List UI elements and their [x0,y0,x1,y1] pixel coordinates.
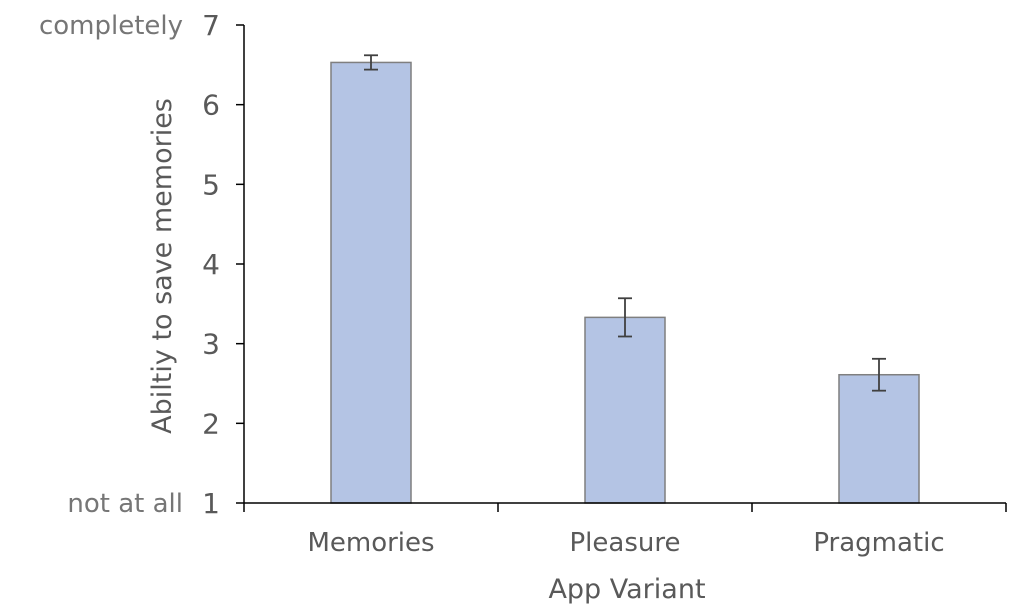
y-tick-label-5: 5 [202,168,220,201]
error-bar-memories [364,54,378,71]
y-tick-label-7: 7 [202,9,220,42]
y-axis-title: Abiltiy to save memories [147,98,178,434]
y-tick-label-1: 1 [202,487,220,520]
y-tick-label-6: 6 [202,89,220,122]
bar-memories [330,61,412,504]
bars [330,61,920,504]
x-category-label-pleasure: Pleasure [570,528,681,558]
y-anchor-top-label: completely [39,11,183,41]
bar-pleasure [584,316,666,504]
error-bar-pragmatic [872,357,886,392]
x-axis-ticks [243,503,1007,512]
y-tick-label-4: 4 [202,248,220,281]
x-category-labels: Memories Pleasure Pragmatic [307,528,944,558]
y-tick-label-3: 3 [202,328,220,361]
y-axis-ticks: 1 2 3 4 5 6 7 [202,9,244,520]
x-axis-title: App Variant [548,574,705,605]
error-bar-pleasure [618,297,632,338]
y-tick-label-2: 2 [202,407,220,440]
bar-pragmatic [838,373,920,504]
x-category-label-memories: Memories [307,528,434,558]
error-bars [364,54,886,392]
x-category-label-pragmatic: Pragmatic [813,528,944,558]
y-anchor-bottom-label: not at all [67,489,183,519]
